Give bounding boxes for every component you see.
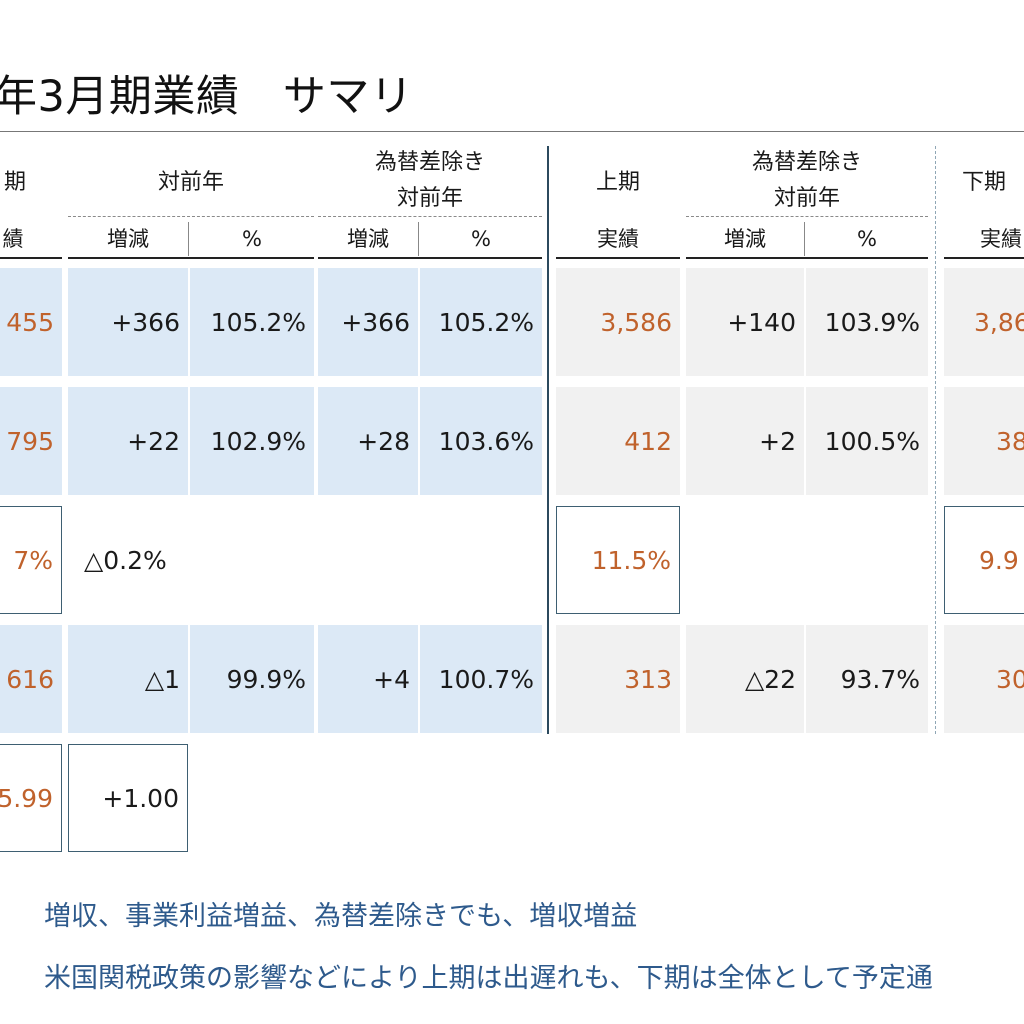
h1-pct-net-income: 93.7% (806, 625, 928, 733)
fx-delta-net-income: +4 (318, 625, 418, 733)
fy-eps: 5.99 (0, 744, 62, 852)
subheader-yoy-delta: 増減 (107, 227, 149, 251)
yoy-delta-net-income: △1 (68, 625, 188, 733)
yoy-delta-eps: +1.00 (68, 744, 188, 852)
header-bottom-rule (944, 257, 1024, 259)
subheader-h1-delta: 増減 (724, 227, 766, 251)
header-fx-yoy-line2: 対前年 (396, 186, 463, 211)
header-bottom-rule (318, 257, 542, 259)
fx-pct-profit: 103.6% (420, 387, 542, 495)
subheader-sep (188, 222, 189, 256)
header-bottom-rule (68, 257, 314, 259)
yoy-delta-revenue: +366 (68, 268, 188, 376)
header-h1-fx-line1: 為替差除き (751, 150, 862, 175)
h1-delta-profit: +2 (686, 387, 804, 495)
yoy-pct-revenue: 105.2% (190, 268, 314, 376)
fx-delta-revenue: +366 (318, 268, 418, 376)
header-bottom-rule (686, 257, 928, 259)
h1-delta-net-income: △22 (686, 625, 804, 733)
header-yoy: 対前年 (157, 170, 224, 195)
subheader-sep (804, 222, 805, 256)
fy-margin: 7% (0, 506, 62, 614)
h2-net-income: 30 (944, 625, 1024, 733)
fy-h1-divider (547, 146, 549, 734)
header-bottom-rule (556, 257, 680, 259)
fy-profit: 795 (0, 387, 62, 495)
subheader-fy-actual: 績 (2, 227, 24, 251)
subheader-yoy-pct: % (242, 227, 262, 251)
h1-pct-profit: 100.5% (806, 387, 928, 495)
fy-net-income: 616 (0, 625, 62, 733)
h1-margin: 11.5% (556, 506, 680, 614)
h2-margin: 9.9 (944, 506, 1024, 614)
title-divider (0, 131, 1024, 132)
header-h2: 下期 (962, 170, 1007, 195)
header-fx-yoy-line1: 為替差除き (374, 150, 485, 175)
subheader-sep (418, 222, 419, 256)
page-title: 年3月期業績 サマリ (0, 72, 414, 122)
h1-delta-revenue: +140 (686, 268, 804, 376)
note-1: 増収、事業利益増益、為替差除きでも、増収増益 (44, 901, 638, 932)
fx-delta-profit: +28 (318, 387, 418, 495)
header-fy: 期 (3, 170, 26, 195)
subheader-fx-delta: 増減 (347, 227, 389, 251)
h1-net-income: 313 (556, 625, 680, 733)
header-h1: 上期 (595, 170, 640, 195)
subheader-h1-pct: % (857, 227, 877, 251)
header-rule-h1-fx (686, 216, 928, 217)
yoy-pct-net-income: 99.9% (190, 625, 314, 733)
header-rule-yoy (68, 216, 314, 217)
h1-pct-revenue: 103.9% (806, 268, 928, 376)
h1-revenue: 3,586 (556, 268, 680, 376)
header-h1-fx-line2: 対前年 (773, 186, 840, 211)
header-rule-fx (318, 216, 542, 217)
subheader-h1-actual: 実績 (597, 227, 639, 251)
yoy-delta-profit: +22 (68, 387, 188, 495)
yoy-delta-margin: △0.2% (84, 545, 167, 575)
h2-revenue: 3,86 (944, 268, 1024, 376)
subheader-h2-actual: 実績 (980, 227, 1022, 251)
h1-h2-divider (935, 146, 936, 734)
header-bottom-rule (0, 257, 62, 259)
h1-profit: 412 (556, 387, 680, 495)
fy-revenue: 455 (0, 268, 62, 376)
fx-pct-revenue: 105.2% (420, 268, 542, 376)
subheader-fx-pct: % (471, 227, 491, 251)
note-2: 米国関税政策の影響などにより上期は出遅れも、下期は全体として予定通 (44, 963, 933, 994)
yoy-pct-profit: 102.9% (190, 387, 314, 495)
h2-profit: 38 (944, 387, 1024, 495)
fx-pct-net-income: 100.7% (420, 625, 542, 733)
